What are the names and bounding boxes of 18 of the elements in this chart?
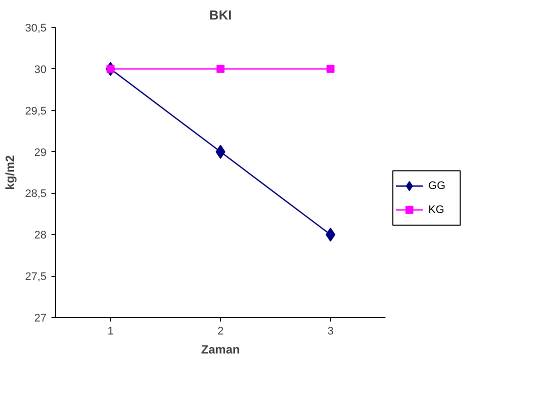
x-axis-title: Zaman	[201, 342, 240, 356]
legend-label: KG	[428, 204, 444, 216]
y-axis-title: kg/m2	[3, 154, 18, 190]
y-tick-label: 27	[34, 312, 47, 324]
legend-label: GG	[428, 180, 446, 192]
point	[216, 64, 224, 73]
y-tick-label: 28,5	[25, 188, 47, 200]
y-tick-label: 30	[34, 64, 47, 76]
y-tick-label: 29,5	[25, 105, 47, 118]
y-tick-label: 28	[34, 230, 47, 242]
x-tick-label: 3	[327, 326, 334, 338]
point	[326, 64, 334, 73]
y-tick-label: 30,5	[25, 22, 47, 34]
x-tick-label: 2	[217, 326, 224, 338]
chart-title: BKI	[209, 8, 232, 22]
x-tick-label: 1	[107, 326, 114, 338]
y-tick-label: 29	[34, 146, 47, 159]
y-tick-label: 27,5	[25, 271, 47, 284]
